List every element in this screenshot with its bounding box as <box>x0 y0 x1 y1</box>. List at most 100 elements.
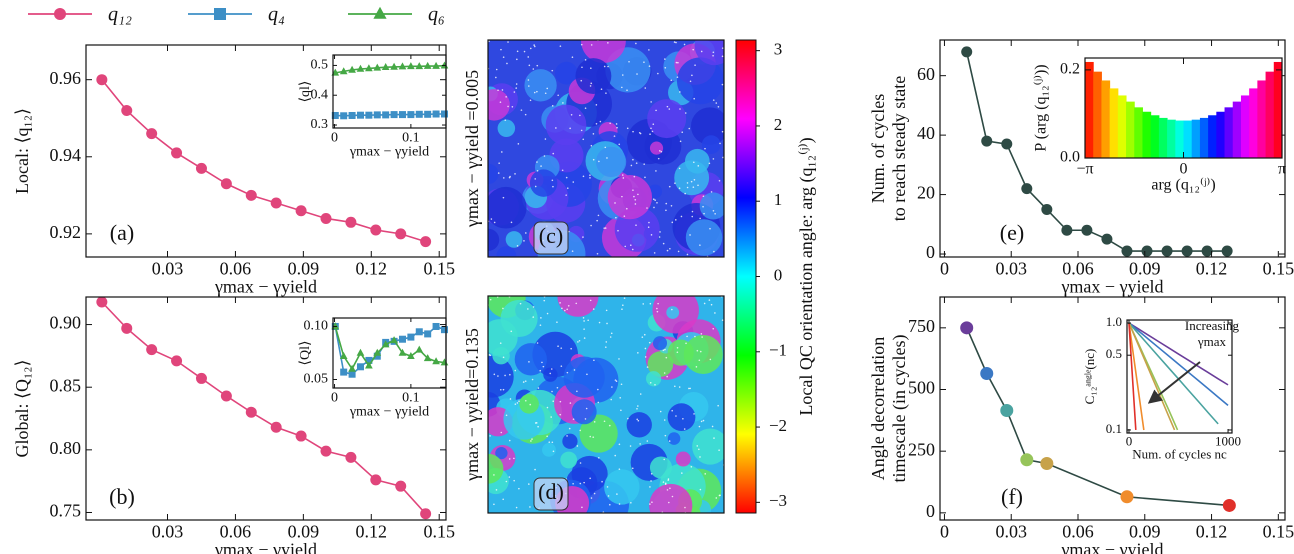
particle <box>646 440 649 442</box>
marker <box>356 363 364 371</box>
particle <box>495 68 498 71</box>
particle <box>636 418 638 421</box>
particle <box>552 400 555 402</box>
histogram-bar <box>1093 71 1102 158</box>
particle <box>678 187 681 190</box>
particle <box>544 92 547 95</box>
particle <box>524 113 527 116</box>
y-axis-label: Angle decorrelation <box>868 337 888 480</box>
particle <box>618 358 620 360</box>
particle <box>620 383 623 386</box>
particle <box>508 439 511 442</box>
marker <box>390 111 398 119</box>
marker <box>407 351 415 359</box>
particle <box>552 185 554 188</box>
x-tick-label: 0.12 <box>356 259 388 279</box>
particle <box>636 407 638 410</box>
marker <box>432 61 440 69</box>
particle <box>540 165 542 167</box>
marker <box>960 321 974 335</box>
particle <box>704 473 707 475</box>
particle <box>504 374 506 377</box>
particle <box>572 418 575 420</box>
particle <box>621 74 624 76</box>
particle <box>589 85 592 87</box>
particle <box>502 56 505 58</box>
particle <box>677 250 680 253</box>
particle <box>580 129 583 132</box>
particle <box>652 123 655 126</box>
particle <box>511 105 514 108</box>
x-tick-label: 0.09 <box>1129 522 1161 542</box>
x-tick-label: 0 <box>1180 161 1188 178</box>
particle <box>609 122 611 125</box>
particle <box>619 397 622 399</box>
marker <box>348 364 356 372</box>
particle <box>718 494 721 497</box>
particle <box>576 445 579 447</box>
particle <box>593 421 596 423</box>
particle <box>502 356 505 359</box>
map-patch <box>557 296 599 317</box>
colorbar <box>735 39 757 514</box>
particle <box>581 506 583 509</box>
particle <box>490 218 493 220</box>
particle <box>509 398 512 400</box>
particle <box>561 307 563 310</box>
particle <box>606 157 608 159</box>
particle <box>510 330 513 333</box>
marker <box>96 74 108 86</box>
particle <box>629 244 632 247</box>
map-patch <box>500 299 538 338</box>
particle <box>566 435 568 437</box>
particle <box>614 202 616 204</box>
particle <box>557 345 559 347</box>
map-patch <box>529 169 558 197</box>
particle <box>688 127 691 130</box>
particle <box>664 66 667 69</box>
particle <box>616 126 618 129</box>
histogram-bar <box>1232 101 1242 158</box>
particle <box>692 186 695 188</box>
particle <box>489 435 491 437</box>
particle <box>605 341 608 343</box>
particle <box>617 229 619 232</box>
particle <box>589 435 592 438</box>
particle <box>721 55 724 58</box>
particle <box>650 101 652 103</box>
map-patch <box>675 451 691 467</box>
particle <box>681 131 684 134</box>
particle <box>654 383 656 386</box>
colorbar-tick-label: 1 <box>774 190 783 209</box>
y-tick-label: 40 <box>917 123 935 143</box>
marker <box>432 322 440 330</box>
series-line <box>1128 322 1176 431</box>
histogram-bar <box>1158 117 1168 158</box>
y-tick-label: 0.10 <box>304 319 329 334</box>
particle <box>556 321 558 323</box>
particle <box>524 399 527 402</box>
axes-frame <box>332 54 447 129</box>
particle <box>636 73 638 75</box>
y-axis-label: ⟨ql⟩ <box>298 81 313 103</box>
x-axis-label: arg (q₁₂⁽ʲ⁾) <box>1151 177 1215 194</box>
particle <box>493 474 495 476</box>
map-patch <box>667 432 681 445</box>
marker <box>121 322 133 334</box>
y-tick-label: 0.0 <box>1060 149 1080 166</box>
series-line <box>1128 322 1219 425</box>
particle <box>499 342 502 344</box>
marker <box>1040 457 1054 471</box>
particle <box>571 250 574 252</box>
particle <box>680 215 683 218</box>
particle <box>522 381 525 383</box>
map-patch <box>543 367 558 382</box>
particle <box>633 175 636 178</box>
map-patch <box>699 192 724 220</box>
y-tick-label: 0.5 <box>311 58 329 73</box>
particle <box>635 224 637 226</box>
particle <box>498 162 500 164</box>
marker <box>295 430 307 442</box>
particle <box>590 67 592 69</box>
particle <box>653 206 655 209</box>
